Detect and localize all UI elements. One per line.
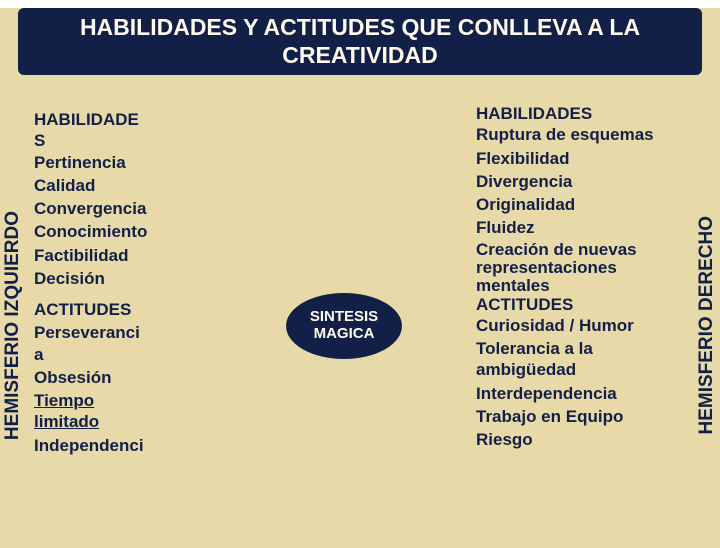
right-item: Originalidad (476, 194, 690, 215)
right-item: Flexibilidad (476, 148, 690, 169)
left-item: Pertinencia (34, 152, 206, 173)
right-item: Interdependencia (476, 383, 690, 404)
title-text: HABILIDADES Y ACTITUDES QUE CONLLEVA A L… (80, 14, 640, 68)
slide: HABILIDADES Y ACTITUDES QUE CONLLEVA A L… (0, 8, 720, 548)
left-item: Perseverancia (34, 322, 206, 365)
left-column: HABILIDADES Pertinencia Calidad Converge… (26, 103, 214, 548)
left-item: Independenci (34, 435, 206, 456)
left-item: Calidad (34, 175, 206, 196)
right-column: HABILIDADES Ruptura de esquemas Flexibil… (474, 97, 694, 548)
left-item: Tiempolimitado (34, 390, 206, 433)
ellipse-line2: MAGICA (314, 325, 375, 342)
right-habilidades-head: HABILIDADES (476, 103, 690, 124)
right-item: Riesgo (476, 429, 690, 450)
left-item: Conocimiento (34, 221, 206, 242)
left-hemisphere-label: HEMISFERIO IZQUIERDO (0, 211, 26, 440)
sintesis-magica-ellipse: SINTESIS MAGICA (286, 293, 402, 359)
right-item: Creación de nuevas representaciones ment… (476, 241, 690, 296)
left-item: Convergencia (34, 198, 206, 219)
right-item: Ruptura de esquemas (476, 124, 690, 145)
right-item: Curiosidad / Humor (476, 315, 690, 336)
right-hemisphere-label: HEMISFERIO DERECHO (694, 216, 720, 435)
slide-title: HABILIDADES Y ACTITUDES QUE CONLLEVA A L… (18, 8, 702, 75)
left-habilidades-head: HABILIDADES (34, 109, 206, 152)
left-actitudes-head: ACTITUDES (34, 299, 206, 320)
left-item: Decisión (34, 268, 206, 289)
right-item: Trabajo en Equipo (476, 406, 690, 427)
body-area: HEMISFERIO IZQUIERDO HABILIDADES Pertine… (0, 103, 720, 548)
ellipse-text: SINTESIS MAGICA (310, 309, 378, 342)
head-text: HABILIDADES (34, 110, 139, 150)
left-item: Factibilidad (34, 245, 206, 266)
right-item: Fluidez (476, 217, 690, 238)
center-column: SINTESIS MAGICA (214, 103, 474, 548)
right-item: Divergencia (476, 171, 690, 192)
ellipse-line1: SINTESIS (310, 308, 378, 325)
right-actitudes-head: ACTITUDES (476, 294, 690, 315)
right-item: Tolerancia a laambigüedad (476, 338, 690, 381)
left-item: Obsesión (34, 367, 206, 388)
